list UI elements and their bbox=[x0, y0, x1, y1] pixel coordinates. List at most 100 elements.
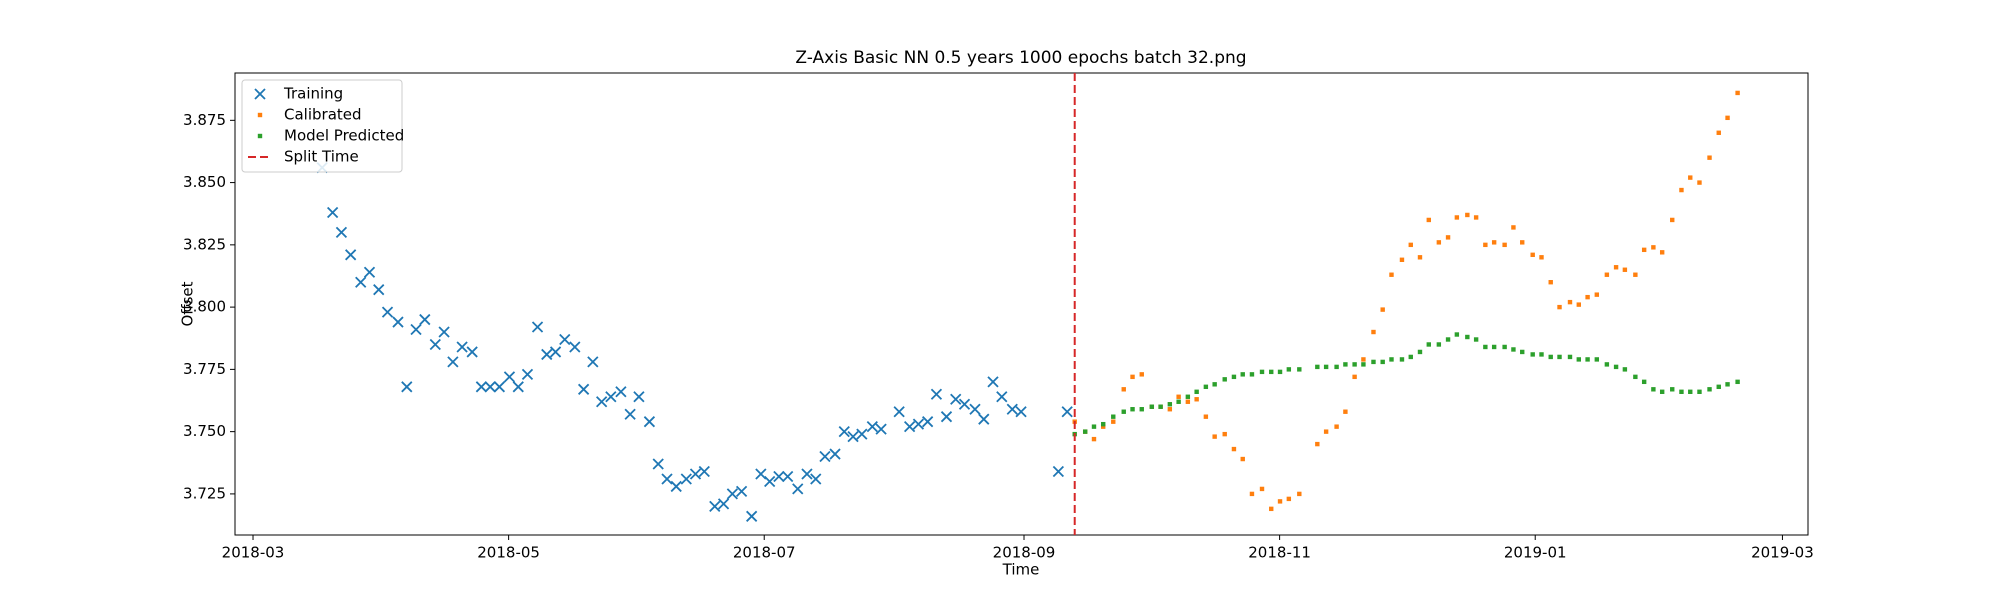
point bbox=[1530, 252, 1535, 258]
point bbox=[940, 411, 953, 423]
point bbox=[1121, 409, 1126, 414]
point bbox=[587, 356, 599, 368]
point bbox=[866, 421, 878, 433]
point bbox=[512, 381, 524, 393]
point bbox=[726, 488, 739, 500]
point bbox=[1633, 272, 1638, 277]
point bbox=[1651, 245, 1656, 250]
point bbox=[1594, 357, 1600, 362]
y-tick-label: 3.850 bbox=[183, 173, 226, 191]
point bbox=[838, 426, 850, 438]
point bbox=[1604, 272, 1610, 277]
legend-marker bbox=[257, 133, 263, 139]
point bbox=[1222, 431, 1227, 437]
chart-title: Z-Axis Basic NN 0.5 years 1000 epochs ba… bbox=[795, 48, 1246, 68]
point bbox=[1604, 362, 1610, 367]
point bbox=[633, 391, 645, 403]
y-tick-label: 3.875 bbox=[183, 111, 226, 129]
x-tick-label: 2018-11 bbox=[1248, 544, 1311, 562]
point bbox=[1585, 357, 1590, 362]
point bbox=[1361, 362, 1366, 367]
point bbox=[819, 450, 831, 463]
point bbox=[1408, 242, 1413, 248]
point bbox=[680, 473, 692, 485]
point bbox=[810, 473, 822, 485]
point bbox=[1548, 280, 1553, 285]
point bbox=[1417, 349, 1423, 355]
point bbox=[419, 313, 431, 326]
point bbox=[1445, 235, 1451, 240]
point bbox=[969, 403, 981, 415]
point bbox=[521, 368, 534, 380]
point bbox=[1688, 389, 1693, 394]
x-tick-label: 2018-07 bbox=[733, 544, 796, 562]
point bbox=[1530, 352, 1535, 357]
y-tick-label: 3.750 bbox=[183, 422, 226, 440]
point bbox=[1352, 374, 1357, 380]
point bbox=[1130, 407, 1135, 412]
point bbox=[1670, 387, 1675, 392]
point bbox=[1334, 424, 1339, 429]
point bbox=[801, 468, 813, 480]
point bbox=[922, 416, 934, 428]
point bbox=[1716, 130, 1721, 135]
legend-marker bbox=[254, 88, 266, 100]
point bbox=[410, 323, 422, 336]
point bbox=[1006, 403, 1018, 415]
point bbox=[1269, 506, 1274, 512]
point bbox=[363, 266, 376, 278]
legend-label: Split Time bbox=[284, 148, 359, 166]
point bbox=[355, 276, 367, 288]
point bbox=[1343, 362, 1348, 367]
y-tick-label: 3.800 bbox=[183, 298, 226, 316]
point bbox=[1101, 421, 1106, 427]
point bbox=[1651, 387, 1656, 392]
point bbox=[1277, 369, 1283, 375]
point bbox=[1249, 491, 1255, 497]
point bbox=[643, 416, 656, 428]
point bbox=[447, 356, 459, 368]
point bbox=[1454, 215, 1460, 220]
point bbox=[670, 480, 682, 493]
point bbox=[755, 468, 767, 480]
point bbox=[1641, 379, 1647, 385]
point bbox=[1371, 329, 1376, 335]
legend-label: Model Predicted bbox=[284, 127, 404, 145]
point bbox=[1185, 394, 1191, 399]
point bbox=[1269, 369, 1274, 375]
point bbox=[1082, 429, 1088, 434]
point bbox=[1130, 374, 1135, 380]
point bbox=[493, 381, 506, 393]
point bbox=[1539, 255, 1544, 260]
point bbox=[1465, 334, 1470, 340]
point bbox=[746, 510, 758, 522]
point bbox=[1613, 265, 1619, 270]
point bbox=[1167, 402, 1173, 407]
point bbox=[1436, 240, 1442, 245]
point bbox=[652, 458, 664, 470]
point bbox=[1158, 404, 1163, 409]
point bbox=[1015, 406, 1027, 418]
point bbox=[1567, 354, 1573, 360]
point bbox=[577, 383, 590, 395]
point bbox=[1176, 394, 1181, 399]
point bbox=[1149, 404, 1155, 409]
point bbox=[875, 423, 887, 435]
point bbox=[1185, 399, 1191, 404]
point bbox=[1323, 429, 1329, 434]
point bbox=[1417, 255, 1423, 260]
point bbox=[1139, 372, 1144, 377]
point bbox=[1061, 406, 1073, 418]
point bbox=[1735, 379, 1740, 385]
point bbox=[1511, 225, 1516, 230]
point bbox=[475, 381, 488, 393]
point bbox=[1249, 372, 1255, 377]
point bbox=[1659, 389, 1665, 394]
point bbox=[1454, 332, 1460, 337]
point bbox=[1735, 90, 1740, 96]
point bbox=[569, 341, 581, 353]
point bbox=[1576, 357, 1581, 362]
point bbox=[456, 341, 468, 353]
point bbox=[1371, 359, 1376, 365]
y-tick-label: 3.775 bbox=[183, 360, 226, 378]
